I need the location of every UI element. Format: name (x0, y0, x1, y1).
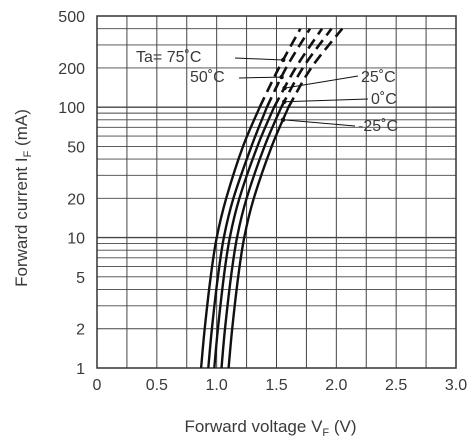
curve-label: Ta= 75˚C (136, 49, 201, 66)
curve-1-dashed (265, 27, 312, 108)
curve-3-dashed (280, 27, 333, 108)
x-tick-label: 2.5 (385, 377, 407, 394)
curve-4-solid (227, 106, 290, 369)
curve-labels: Ta= 75˚C 50˚C 25˚C 0˚C -25˚C (136, 49, 398, 135)
curve-label-leader-end (281, 57, 286, 63)
y-tick-label: 2 (76, 322, 85, 339)
curve-label-leader (283, 119, 356, 127)
curve-label-leader (234, 57, 284, 61)
curve-label: 0˚C (371, 91, 397, 108)
x-tick-label: 0 (93, 377, 102, 394)
curve-label-leader (284, 75, 359, 89)
y-axis-label-sub: F (22, 150, 34, 157)
y-tick-label: 10 (67, 231, 85, 248)
curve-label: 25˚C (361, 69, 396, 86)
curve-leaders (234, 57, 369, 127)
curve-label: 50˚C (190, 69, 225, 86)
x-axis-label-main: Forward voltage V (184, 417, 323, 436)
x-tick-label: 0.5 (146, 377, 168, 394)
curve-0-solid (199, 106, 261, 369)
x-axis-ticks: 0 0.5 1.0 1.5 2.0 2.5 3.0 (93, 377, 468, 394)
grid (97, 16, 456, 368)
y-tick-label: 1 (76, 361, 85, 378)
curve-label-leader (284, 98, 369, 103)
y-tick-label: 100 (58, 100, 85, 117)
x-tick-label: 1.5 (265, 377, 287, 394)
curve-label-leader-end (279, 74, 284, 80)
curve-1-solid (207, 106, 269, 369)
curve-label-leader-end (280, 117, 286, 122)
y-axis-label-main: Forward current I (12, 157, 31, 286)
y-axis-label-unit: (mA) (12, 109, 31, 151)
y-tick-label: 50 (67, 139, 85, 156)
curve-2-solid (213, 106, 276, 369)
curve-label-leader (238, 76, 282, 79)
curve-0-dashed (258, 27, 302, 108)
x-axis-label-unit: (V) (329, 417, 356, 436)
x-tick-label: 3.0 (445, 377, 467, 394)
curve-4-dashed (287, 27, 344, 108)
curve-3-solid (220, 106, 283, 369)
x-tick-label: 1.0 (206, 377, 228, 394)
y-tick-label: 500 (58, 9, 85, 26)
curve-label: -25˚C (358, 118, 398, 135)
x-axis-label: Forward voltage VF (V) (184, 417, 356, 437)
curve-label-leader-end (282, 85, 287, 91)
y-tick-label: 5 (76, 270, 85, 287)
y-axis-label: Forward current IF (mA) (12, 109, 34, 287)
curve-2-dashed (272, 27, 324, 108)
x-tick-label: 2.0 (325, 377, 347, 394)
curves (199, 27, 344, 369)
x-axis-label-sub: F (322, 427, 329, 437)
plot-frame (96, 15, 457, 369)
y-tick-label: 20 (67, 191, 85, 208)
y-tick-label: 200 (58, 61, 85, 78)
curve-label-leader-end (282, 99, 287, 104)
y-axis-ticks: 1 2 5 10 20 50 100 200 500 (58, 9, 85, 378)
